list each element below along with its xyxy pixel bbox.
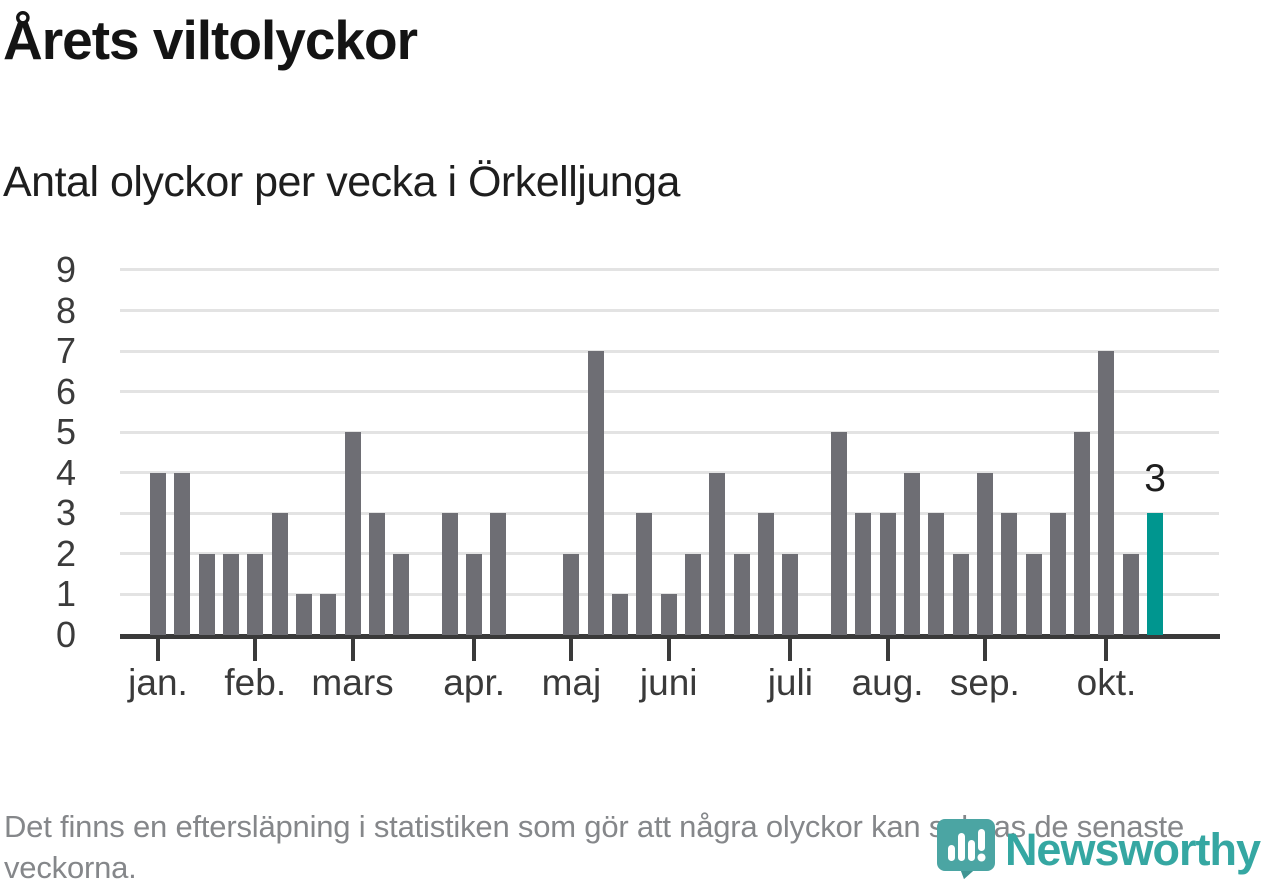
y-axis-tick-label: 0 [55,614,76,655]
bar [442,513,458,635]
bar [758,513,774,635]
bar [782,554,798,635]
gridline [120,430,1219,434]
month-tick [350,637,355,661]
month-label-maj: maj [541,662,602,703]
month-label-apr: apr. [443,662,506,703]
month-label-sep: sep. [949,662,1020,703]
gridline [120,349,1219,353]
month-label-jan: jan. [128,662,188,703]
gridline [120,390,1219,394]
newsworthy-logo-text: Newsworthy [1004,823,1261,875]
bar [855,513,871,635]
bar [563,554,579,635]
month-label-juni: juni [639,662,698,703]
gridline [120,511,1219,515]
bar [928,513,944,635]
month-tick [982,637,987,661]
newsworthy-logo: Newsworthy [936,819,1261,879]
bar [466,554,482,635]
gridline [120,552,1219,556]
y-axis-tick-label: 3 [55,492,76,534]
bar [393,554,409,635]
month-label-juli: juli [767,662,813,703]
month-label-aug: aug. [851,662,924,703]
y-axis-tick-label: 1 [55,573,76,615]
bar [1098,351,1114,635]
bar [709,473,725,635]
month-label-mars: mars [311,662,394,703]
bar [1026,554,1042,635]
gridline [120,268,1219,272]
bar [904,473,920,635]
gridline [120,309,1219,313]
month-tick [472,637,477,661]
bar [296,594,312,635]
bar [345,432,361,635]
bar [223,554,239,635]
month-tick [156,637,160,661]
month-tick [569,637,574,661]
bar [272,513,288,635]
bar [247,554,263,635]
bar-value-label: 3 [1144,457,1166,501]
bar [880,513,896,635]
bar [685,554,701,635]
bar [661,594,677,635]
month-label-okt: okt. [1076,662,1137,703]
page-title: Årets viltolyckor [3,9,418,71]
bar [199,554,215,635]
bar [1001,513,1017,635]
bar [174,473,190,635]
y-axis-tick-label: 6 [55,370,76,412]
bar [320,594,336,635]
highlighted-bar [1147,513,1163,635]
y-axis-tick-label: 9 [55,248,76,290]
bar [953,554,969,635]
y-axis-tick-label: 4 [55,451,76,493]
bar [636,513,652,635]
bar [150,473,166,635]
y-axis-tick-label: 7 [55,330,76,372]
y-axis-tick-label: 2 [55,532,76,574]
bar [1123,554,1139,635]
month-tick [1104,637,1109,661]
y-axis-tick-label: 8 [55,289,76,331]
month-label-feb: feb. [224,662,287,703]
bar [1074,432,1090,635]
newsworthy-logo-icon [936,819,995,879]
bar [734,554,750,635]
month-tick [885,637,890,661]
bar [612,594,628,635]
month-tick [666,637,671,661]
bar [831,432,847,635]
month-tick [788,637,793,661]
x-axis-line [120,634,1220,639]
y-axis-tick-label: 5 [55,411,76,453]
bar [490,513,506,635]
bar [369,513,385,635]
bar [588,351,604,635]
gridline [120,471,1219,475]
chart-subtitle: Antal olyckor per vecka i Örkelljunga [3,158,680,206]
bar [977,473,993,635]
month-tick [253,637,258,661]
bar [1050,513,1066,635]
